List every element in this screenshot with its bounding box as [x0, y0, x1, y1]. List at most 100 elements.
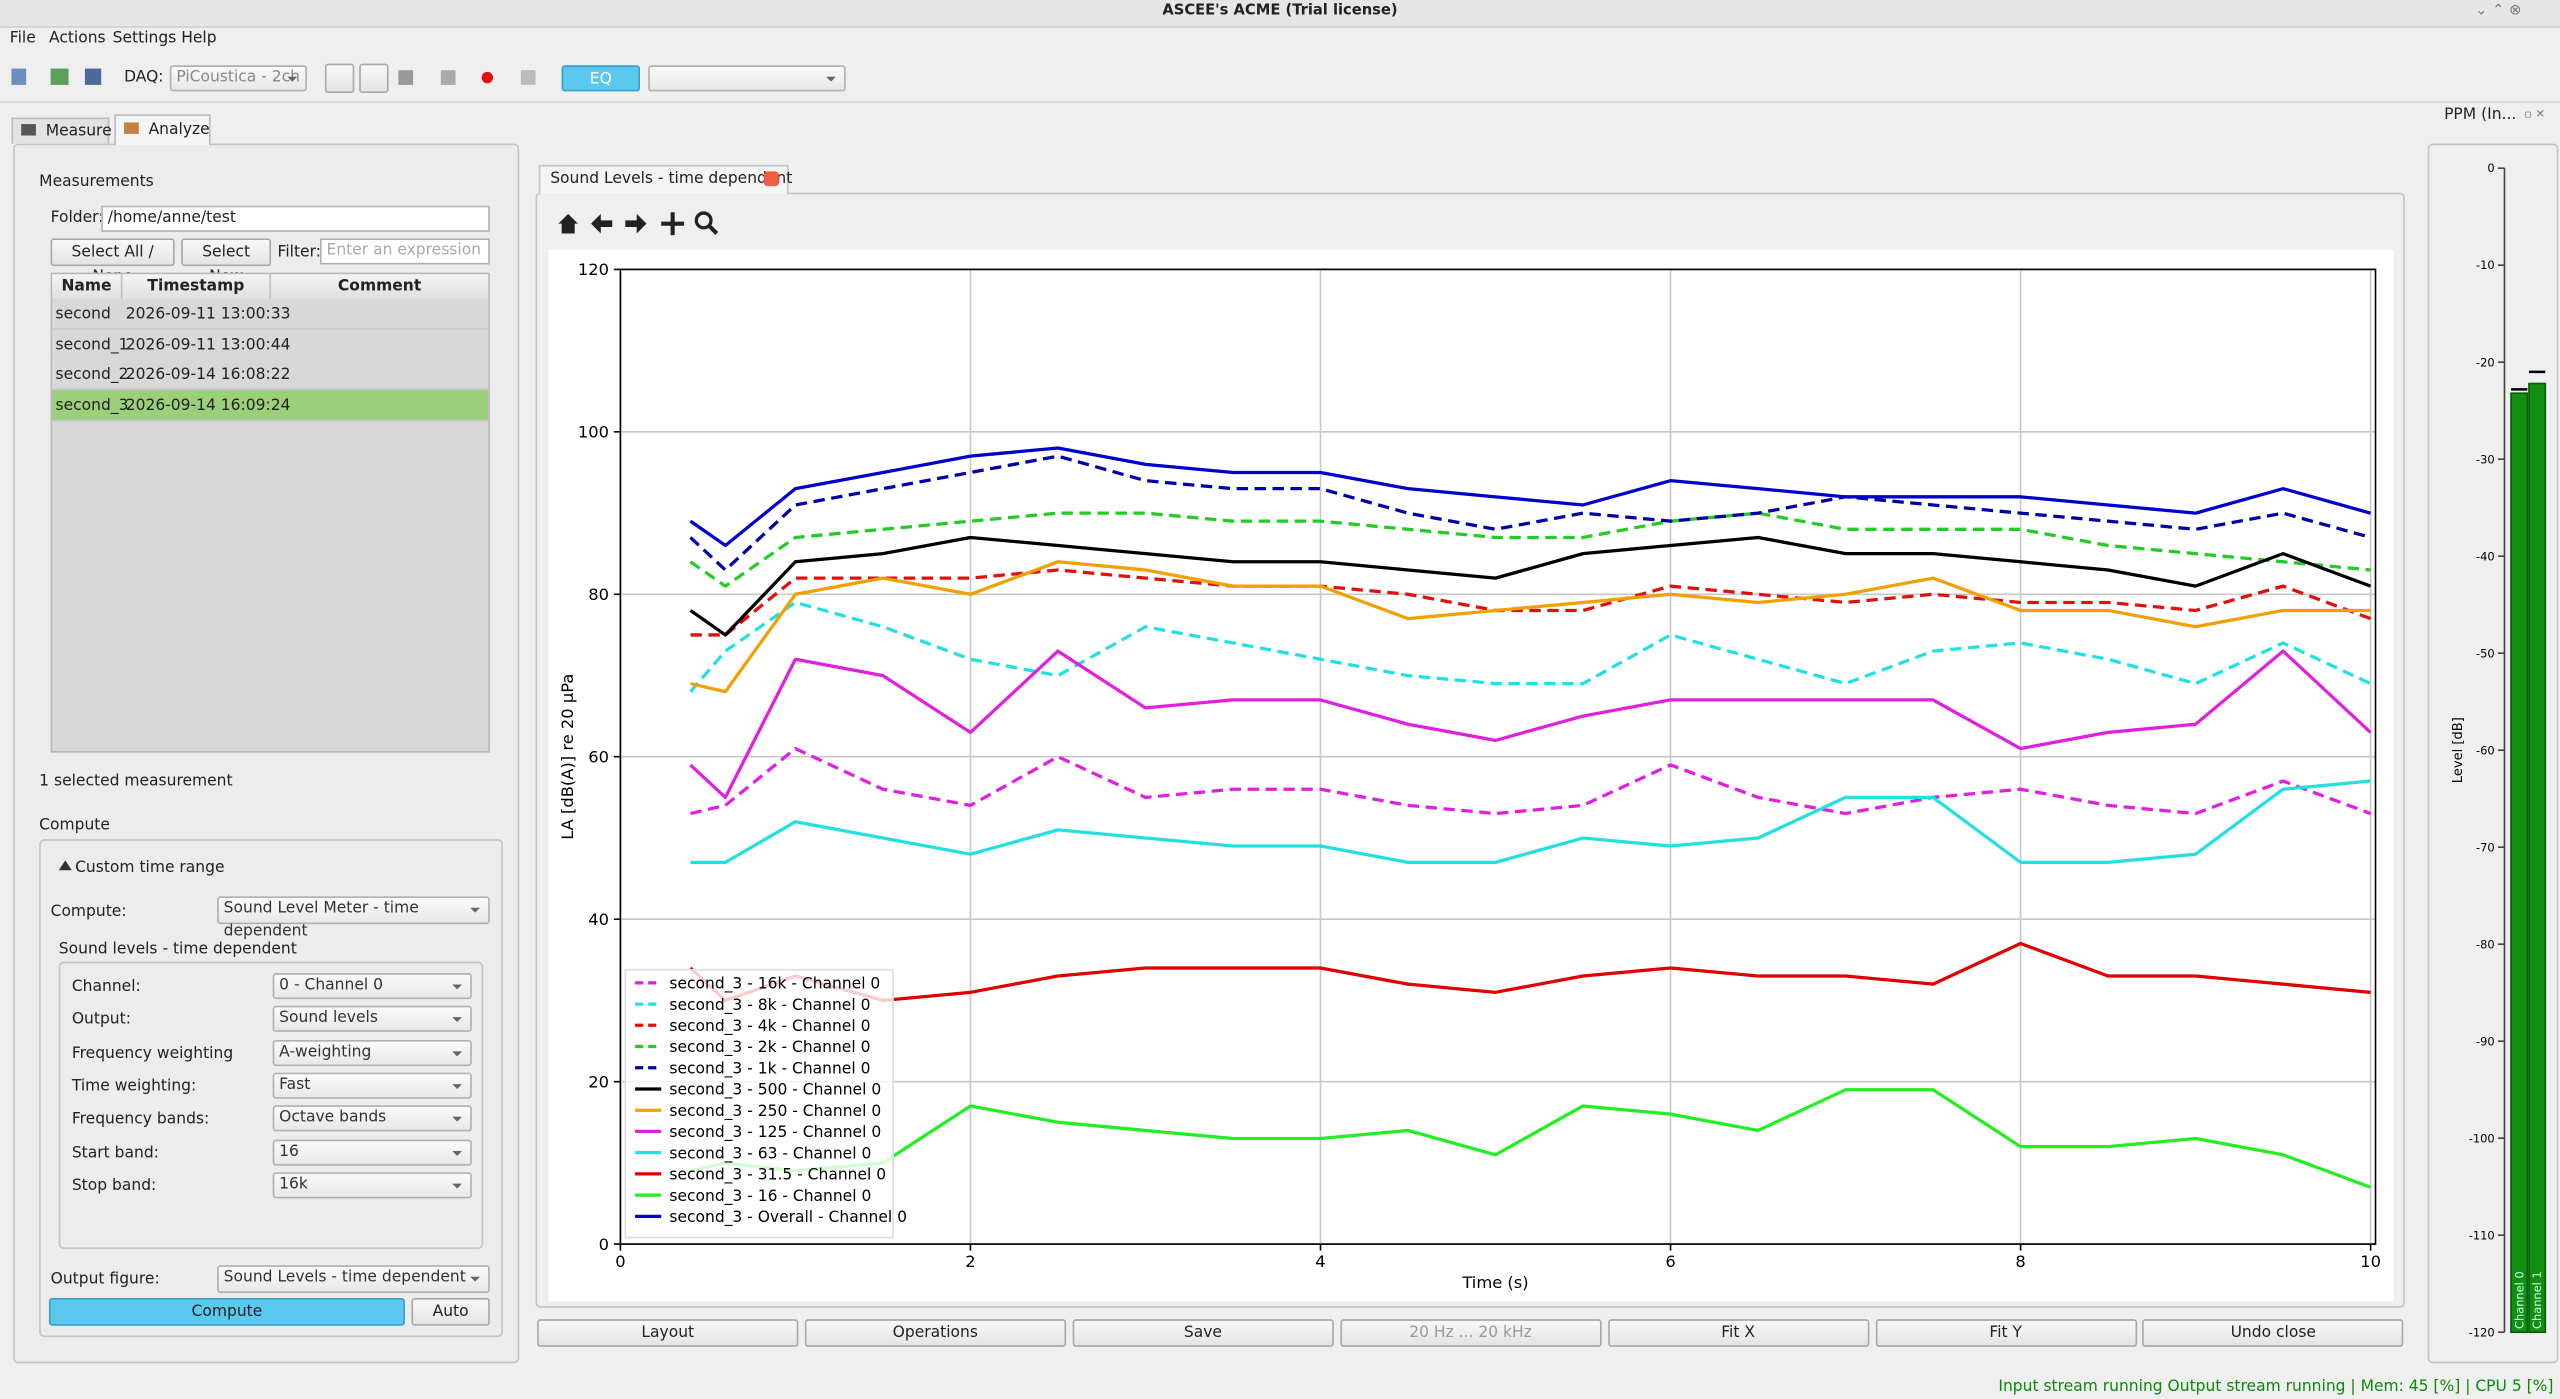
column-header[interactable]: Name [52, 274, 123, 299]
custom-range[interactable]: Custom time range [75, 858, 225, 877]
meter-tick-label: -100 [2469, 1131, 2495, 1145]
series-line [689, 454, 2372, 572]
plot-tab[interactable] [538, 164, 789, 195]
meter-tick-label: -10 [2476, 258, 2495, 272]
pan-icon[interactable] [661, 212, 685, 236]
plot-tab-title[interactable]: Sound Levels - time dependent [550, 169, 793, 188]
x-tick-label: 8 [2015, 1252, 2025, 1271]
y-tick-label: 0 [599, 1235, 609, 1254]
filter-input[interactable]: Enter an expression to... [319, 238, 490, 265]
tab-icon[interactable] [21, 124, 36, 136]
table-cell: 2026-09-11 13:00:33 [125, 305, 291, 324]
field-combo[interactable]: 16 [272, 1138, 472, 1165]
table-cell: second_3 [55, 395, 129, 414]
record-icon[interactable] [481, 71, 494, 84]
field-combo[interactable]: 0 - Channel 0 [272, 973, 472, 1000]
field-combo[interactable]: Sound levels [272, 1006, 472, 1033]
series-line [689, 941, 2371, 1003]
auto-button[interactable]: Auto [411, 1297, 490, 1326]
output-combo[interactable]: Sound Levels - time dependent [217, 1265, 490, 1294]
bottom-button[interactable]: Save [1072, 1319, 1334, 1347]
menu-item[interactable]: Settings [112, 29, 177, 48]
field-combo[interactable]: Octave bands [272, 1105, 472, 1132]
bottom-button[interactable]: 20 Hz ... 20 kHz [1339, 1319, 1602, 1347]
bottom-button[interactable]: Fit Y [1875, 1319, 2137, 1347]
forward-icon[interactable] [625, 213, 647, 234]
meter-tick-label: -120 [2469, 1325, 2495, 1339]
meter: 0 -10 -20 -30 -40 -50 -60 -70 -80 -90 -100 -110 -120… [2451, 161, 2547, 1339]
table-row[interactable] [52, 328, 489, 360]
home-icon[interactable] [558, 213, 578, 234]
bottom-button[interactable]: Fit X [1607, 1319, 1869, 1347]
meter-channel-label: Channel 0 [2512, 1271, 2526, 1329]
toolbar-icon[interactable] [440, 70, 456, 85]
series-line [690, 746, 2372, 816]
column-header[interactable]: Comment [271, 274, 490, 299]
field-label: Channel: [71, 977, 141, 996]
window-controls[interactable]: ⌄ ⌃ ⊗ [2475, 3, 2522, 20]
legend-label: second_3 - 63 - Channel 0 [669, 1144, 871, 1163]
compute-button[interactable]: Compute [48, 1297, 405, 1326]
close-tab-icon[interactable] [764, 171, 779, 187]
folder-input[interactable]: /home/anne/test [101, 205, 490, 232]
legend-label: second_3 - 8k - Channel 0 [669, 996, 870, 1015]
menu-item[interactable]: Help [181, 29, 217, 48]
table-cell: 2026-09-14 16:08:22 [125, 365, 291, 384]
folder-label: Folder: [50, 208, 104, 227]
menu-item[interactable]: Actions [48, 29, 106, 48]
toolbar-button[interactable] [359, 63, 389, 94]
bottom-button[interactable]: Undo close [2142, 1319, 2404, 1347]
select-new-button[interactable]: Select New [181, 238, 272, 286]
bottom-button[interactable]: Operations [804, 1319, 1066, 1347]
series-line [689, 535, 2372, 637]
tab-icon[interactable] [124, 122, 139, 134]
x-tick-label: 0 [615, 1252, 625, 1271]
zoom-icon[interactable] [694, 211, 713, 230]
eq-combo[interactable] [648, 65, 846, 92]
toolbar-icon[interactable] [520, 70, 536, 85]
select-all-button[interactable]: Select All / None [50, 238, 175, 286]
toolbar-icon[interactable] [50, 68, 69, 85]
menu-item[interactable]: File [9, 29, 36, 48]
y-tick-label: 40 [588, 910, 609, 929]
column-header[interactable]: Timestamp [122, 274, 272, 299]
series-line [689, 446, 2372, 548]
series-line [690, 1088, 2372, 1189]
x-tick-label: 10 [2360, 1252, 2381, 1271]
meter-tick-label: -70 [2476, 840, 2495, 854]
bottom-button[interactable]: Layout [537, 1319, 799, 1347]
field-combo[interactable]: A-weighting [272, 1039, 472, 1066]
eq-button[interactable]: EQ [561, 65, 640, 92]
daq-label: DAQ: [124, 68, 164, 87]
tab[interactable]: Analyze [114, 114, 211, 146]
series-line [689, 649, 2372, 800]
field-combo[interactable]: Fast [272, 1072, 472, 1099]
toolbar-button[interactable] [324, 63, 355, 94]
zoom-handle[interactable] [707, 223, 719, 235]
toolbar-icon[interactable] [84, 68, 102, 85]
meter-dock-controls[interactable]: ▫ ✕ [2524, 107, 2546, 121]
field-label: Output: [71, 1011, 131, 1030]
toolbar-icon[interactable] [11, 68, 27, 85]
daq-combo[interactable]: PiCoustica - 2ch [169, 65, 307, 92]
window-title: ASCEE's ACME (Trial license) [1162, 3, 1398, 20]
meter-tick-label: 0 [2487, 161, 2494, 175]
collapse-arrow[interactable] [58, 860, 72, 871]
toolbar-icon[interactable] [398, 70, 414, 85]
compute-label: Compute: [50, 902, 127, 921]
legend-label: second_3 - 31.5 - Channel 0 [669, 1166, 886, 1185]
x-tick-label: 2 [965, 1252, 975, 1271]
compute-frame [39, 839, 503, 1338]
table-row[interactable] [52, 389, 489, 421]
meter-tick-label: -110 [2469, 1228, 2495, 1242]
y-tick-label: 60 [588, 747, 609, 766]
plot-frame [535, 192, 2405, 1308]
field-combo[interactable]: 16k [272, 1171, 472, 1199]
legend-label: second_3 - 2k - Channel 0 [669, 1038, 870, 1057]
tab[interactable]: Measure [11, 117, 112, 144]
legend-label: second_3 - 125 - Channel 0 [669, 1123, 881, 1142]
selected-count: 1 selected measurement [39, 772, 233, 791]
meter-title: PPM (In... [2444, 106, 2517, 125]
compute-combo[interactable]: Sound Level Meter - time dependent [217, 896, 490, 940]
back-icon[interactable] [591, 213, 613, 234]
